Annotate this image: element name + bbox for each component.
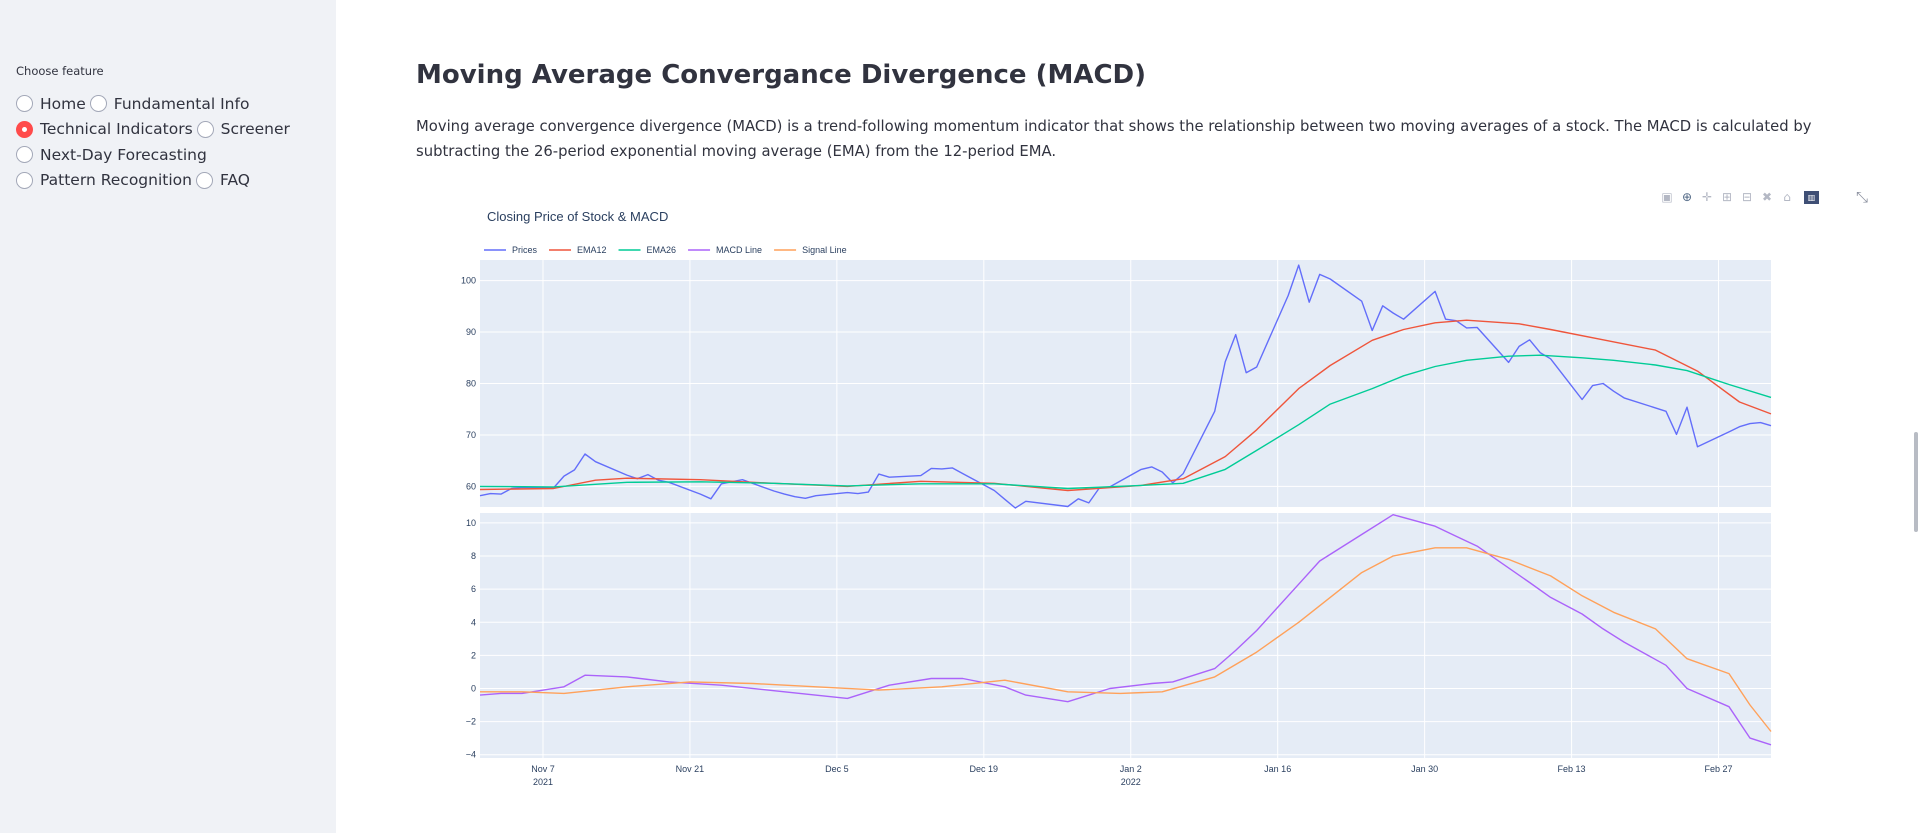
macd-y-tick-label: 10 <box>466 518 476 528</box>
radio-circle-icon <box>89 95 107 113</box>
feature-radio-group: Home Fundamental Info Technical Indicato… <box>16 91 326 193</box>
series-line-macd-line <box>479 514 1772 746</box>
page-description: Moving average convergence divergence (M… <box>416 118 1812 160</box>
macd-y-tick-label: −4 <box>466 750 476 760</box>
radio-fundamental-info[interactable]: Fundamental Info <box>89 91 250 117</box>
x-tick-label: Feb 27 <box>1705 764 1733 774</box>
x-tick-label: Jan 30 <box>1411 764 1438 774</box>
legend-label: MACD Line <box>716 245 762 255</box>
legend-label: Prices <box>512 245 538 255</box>
series-line-signal-line <box>480 547 1772 732</box>
chart-svg[interactable]: Closing Price of Stock & MACD 6070809010… <box>416 198 1816 798</box>
radio-label-next-day-forecasting: Next-Day Forecasting <box>40 145 207 164</box>
plotly-logo-icon[interactable]: ▥ <box>1804 190 1819 204</box>
series-line-ema12 <box>479 319 1772 492</box>
macd-y-tick-label: 2 <box>471 650 476 660</box>
macd-y-tick-label: 4 <box>471 617 476 627</box>
page-scrollbar[interactable] <box>1914 432 1918 532</box>
price-y-tick-label: 60 <box>466 481 476 491</box>
macd-y-tick-label: 8 <box>471 551 476 561</box>
radio-label-home: Home <box>40 94 86 113</box>
x-tick-label: Feb 13 <box>1558 764 1586 774</box>
x-tick-label: Nov 7 <box>531 764 555 774</box>
series-line-ema26 <box>479 354 1772 490</box>
pan-icon[interactable]: ✛ <box>1701 190 1713 204</box>
radio-pattern-recognition[interactable]: Pattern Recognition <box>16 168 192 194</box>
radio-technical-indicators[interactable]: Technical Indicators <box>16 117 193 143</box>
x-tick-label: Nov 21 <box>676 764 705 774</box>
macd-y-tick-label: −2 <box>466 717 476 727</box>
radio-label-technical-indicators: Technical Indicators <box>40 120 193 139</box>
radio-circle-icon <box>16 171 33 189</box>
legend-label: Signal Line <box>802 245 847 255</box>
series-line-prices <box>479 264 1772 509</box>
legend-label: EMA26 <box>647 245 677 255</box>
x-tick-label: 2021 <box>533 777 553 787</box>
legend-label: EMA12 <box>577 245 607 255</box>
radio-circle-icon <box>16 146 33 164</box>
sidebar: Choose feature Home Fundamental Info Tec… <box>0 0 336 833</box>
price-y-tick-label: 100 <box>461 276 476 286</box>
radio-label-screener: Screener <box>220 120 290 139</box>
radio-label-pattern-recognition: Pattern Recognition <box>40 171 192 190</box>
radio-selected-icon <box>16 120 33 138</box>
reset-axes-icon[interactable]: ⌂ <box>1783 190 1791 204</box>
radio-home[interactable]: Home <box>16 91 86 117</box>
x-tick-label: Jan 2 <box>1120 764 1142 774</box>
radio-circle-icon <box>16 95 33 113</box>
radio-label-fundamental-info: Fundamental Info <box>113 94 250 113</box>
zoom-in-icon[interactable]: ⊞ <box>1721 190 1733 204</box>
macd-y-tick-label: 6 <box>471 584 476 594</box>
zoom-out-icon[interactable]: ⊟ <box>1741 190 1753 204</box>
x-tick-label: Dec 5 <box>825 764 849 774</box>
choose-feature-label: Choose feature <box>16 64 104 78</box>
radio-label-faq: FAQ <box>219 171 250 190</box>
macd-y-tick-label: 0 <box>471 683 476 693</box>
radio-screener[interactable]: Screener <box>196 117 290 143</box>
x-tick-label: 2022 <box>1121 777 1141 787</box>
camera-icon[interactable]: ▣ <box>1661 190 1673 204</box>
macd-plot-area <box>480 513 1771 758</box>
autoscale-icon[interactable]: ✖ <box>1761 190 1773 204</box>
page-title: Moving Average Convergance Divergence (M… <box>416 60 1147 90</box>
x-tick-label: Dec 19 <box>970 764 999 774</box>
radio-circle-icon <box>196 120 214 138</box>
radio-next-day-forecasting[interactable]: Next-Day Forecasting <box>16 142 316 168</box>
price-y-tick-label: 80 <box>466 379 476 389</box>
chart-modebar: ▣ ⊕ ✛ ⊞ ⊟ ✖ ⌂ ▥ <box>1660 190 1825 204</box>
radio-circle-icon <box>195 171 213 189</box>
radio-faq[interactable]: FAQ <box>195 168 250 194</box>
price-y-tick-label: 90 <box>466 327 476 337</box>
zoom-icon[interactable]: ⊕ <box>1681 190 1693 204</box>
price-y-tick-label: 70 <box>466 430 476 440</box>
macd-chart[interactable]: Closing Price of Stock & MACD 60 70 80 90 10… <box>416 198 1816 798</box>
chart-title: Closing Price of Stock & MACD <box>487 209 668 224</box>
fullscreen-icon[interactable]: ⤡ <box>1856 188 1869 206</box>
x-tick-label: Jan 16 <box>1264 764 1291 774</box>
